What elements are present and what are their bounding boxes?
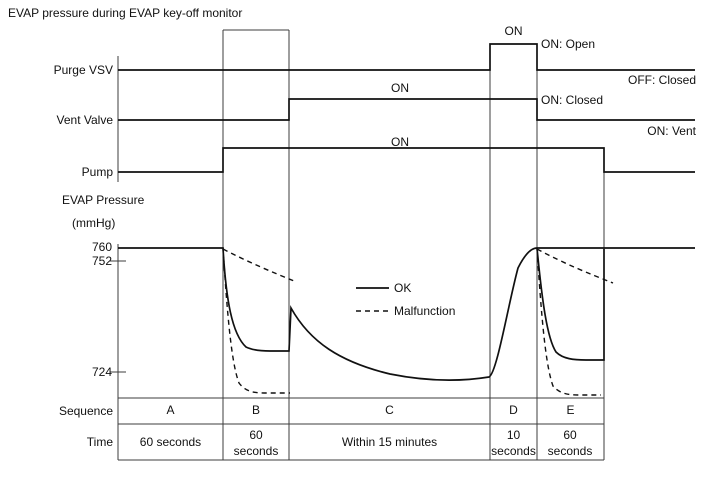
sequence-d: D [509, 403, 518, 417]
purge-vsv-label: Purge VSV [53, 63, 113, 77]
vent-valve-low-note: ON: Vent [647, 124, 696, 138]
pressure-unit-label: (mmHg) [72, 216, 116, 230]
time-e: 60 seconds [547, 428, 593, 458]
pump-waveform [118, 147, 695, 173]
purge-vsv-waveform [118, 43, 695, 71]
vent-valve-waveform [118, 98, 695, 121]
sequence-row-label: Sequence [58, 404, 113, 418]
evap-pressure-label: EVAP Pressure [62, 193, 145, 207]
pressure-ok-curve-segment-e [536, 247, 605, 361]
pressure-malfunction-curve-b-low [222, 247, 290, 394]
pump-label: Pump [81, 165, 113, 179]
time-b: 60 seconds [233, 428, 279, 458]
segment-boundary-lines [117, 29, 605, 460]
pressure-ok-curve [118, 247, 695, 381]
time-d: 10 seconds [491, 428, 536, 458]
pressure-tick-760: 760 [91, 240, 112, 254]
vent-valve-on-label: ON [391, 81, 409, 95]
pump-on-label: ON [391, 135, 409, 149]
pressure-tick-724: 724 [91, 365, 112, 379]
sequence-b: B [251, 403, 260, 417]
sequence-a: A [166, 403, 175, 417]
pressure-malfunction-curve-e-high [536, 248, 614, 284]
pressure-tick-752: 752 [91, 254, 112, 268]
pressure-malfunction-curve-b-high [222, 248, 295, 282]
time-a: 60 seconds [139, 435, 202, 449]
purge-vsv-on-label: ON [504, 24, 523, 38]
purge-vsv-low-note: OFF: Closed [627, 73, 696, 87]
pressure-malfunction-curve-e-low [536, 247, 601, 396]
pressure-tick-marks [110, 260, 126, 373]
time-c: Within 15 minutes [341, 435, 438, 449]
time-row-label: Time [86, 435, 113, 449]
legend-ok-label: OK [394, 281, 412, 295]
vent-valve-high-note: ON: Closed [541, 93, 604, 107]
legend-malfunction-label: Malfunction [394, 304, 456, 318]
purge-vsv-high-note: ON: Open [541, 37, 596, 51]
sequence-c: C [385, 403, 394, 417]
sequence-e: E [566, 403, 575, 417]
table-grid-lines [118, 397, 604, 461]
diagram-title: EVAP pressure during EVAP key-off monito… [8, 6, 243, 20]
vent-valve-label: Vent Valve [56, 113, 113, 127]
